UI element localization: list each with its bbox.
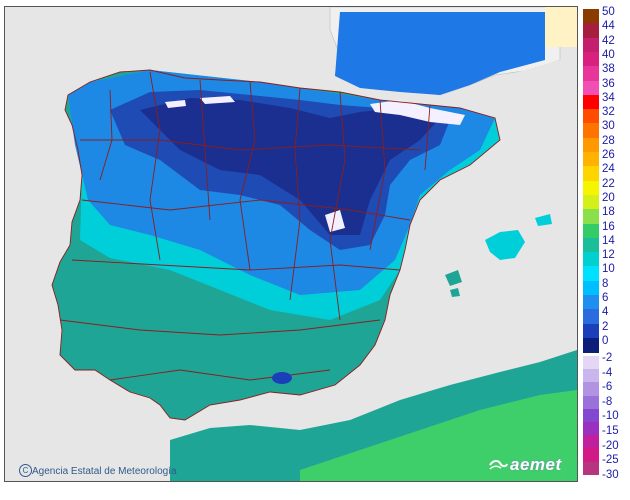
legend-label: -25 [602,454,619,467]
iberia-deep-zone [140,98,440,235]
aemet-logo-icon [489,459,508,470]
legend-label: 24 [602,163,615,176]
legend-label: 18 [602,206,615,219]
iberico-cold [325,210,345,232]
legend-label: 42 [602,34,615,47]
legend-swatch [583,223,599,239]
sierra-nevada-cold [272,372,292,384]
legend-swatch [583,408,599,423]
legend-swatch [583,237,599,253]
legend-swatch [583,382,599,397]
legend-swatch [583,266,599,282]
legend-swatch [583,152,599,167]
aemet-brand: aemet [510,455,562,474]
legend-swatch [583,51,599,67]
warm-strip [545,7,577,47]
cordillera-cold [200,96,235,104]
legend-label: -30 [602,468,619,481]
legend-label: 2 [602,320,609,333]
legend-swatch [583,337,599,353]
legend-label: 50 [602,6,615,18]
legend-label: -10 [602,410,619,423]
legend-label: 30 [602,120,615,133]
legend-label: 20 [602,191,615,204]
legend-swatch [583,66,599,81]
legend-swatch [583,280,599,296]
legend-swatch [583,395,599,410]
legend-label: -15 [602,425,619,437]
legend-swatch [583,37,599,53]
legend-label: 28 [602,134,615,147]
legend-label: 44 [602,20,615,33]
legend-swatch [583,369,599,383]
legend-label: -2 [602,352,613,364]
legend-swatch [583,461,599,476]
legend-swatch [583,9,599,24]
legend-label: 40 [602,48,615,61]
ibiza [445,270,462,286]
africa-green-zone [300,390,577,481]
legend-swatch [583,180,599,196]
legend-swatch [583,422,599,436]
legend-swatch [583,166,599,182]
legend-label: 26 [602,149,615,161]
legend-label: 22 [602,177,615,190]
copyright-icon: C [19,464,32,477]
legend-swatch [583,448,599,463]
legend-label: 16 [602,220,615,233]
legend-label: 4 [602,306,609,319]
menorca [535,214,552,226]
legend-label: -6 [602,381,613,394]
legend-swatch [583,80,599,96]
legend-label: 0 [602,334,609,347]
legend-swatch [583,435,599,449]
legend-label: -4 [602,366,613,379]
legend-swatch [583,252,599,267]
pyrenees-cold [370,100,465,125]
legend-label: 14 [602,234,615,247]
biscay-sea-temp [335,12,545,95]
formentera [450,288,460,297]
legend-swatch [583,356,599,370]
legend-swatch [583,309,599,325]
legend-label: -8 [602,395,613,408]
legend-label: 34 [602,91,615,104]
legend-swatch [583,123,599,139]
legend-swatch [583,295,599,310]
legend-swatch [583,323,599,339]
legend-swatch [583,23,599,39]
legend-label: 6 [602,292,609,304]
cantabrica-cold [165,100,186,108]
legend-swatch [583,94,599,110]
mallorca [485,230,525,260]
legend-swatch [583,194,599,210]
legend-label: 36 [602,77,615,90]
legend-label: 12 [602,249,615,262]
legend-label: 10 [602,263,615,276]
legend-label: 38 [602,63,615,76]
legend-label: 8 [602,277,609,290]
legend-swatch [583,109,599,124]
legend-label: 32 [602,106,615,119]
province-borders [51,69,501,421]
legend-label: -20 [602,439,619,452]
legend-swatch [583,137,599,153]
credit-text: Agencia Estatal de Meteorología [32,466,177,477]
legend-swatch [583,209,599,224]
